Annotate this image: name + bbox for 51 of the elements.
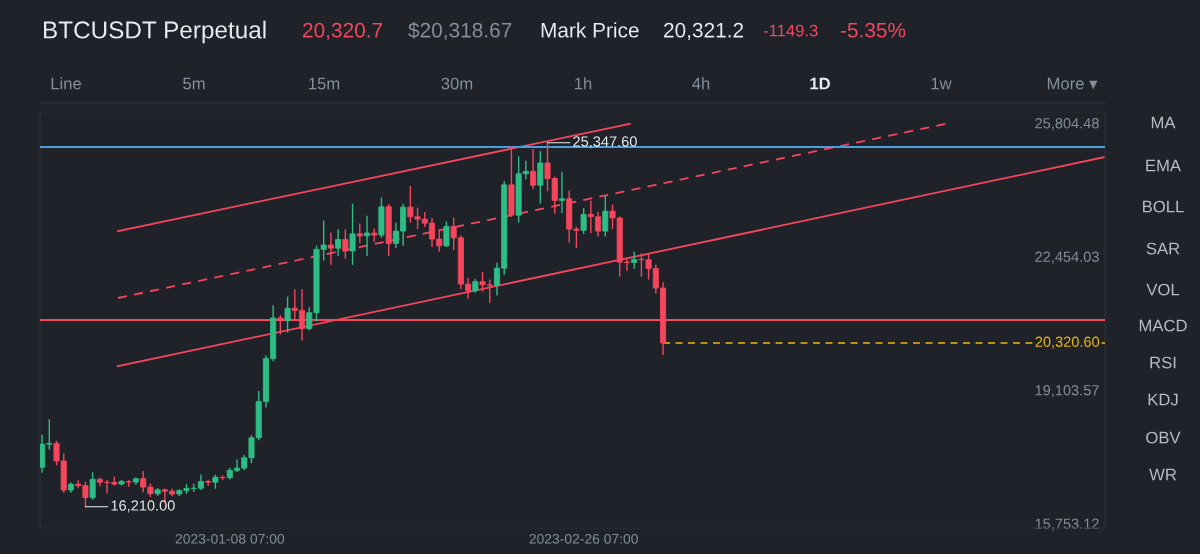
candlestick bbox=[537, 151, 544, 204]
text: VOL bbox=[1146, 283, 1180, 296]
text: MA bbox=[1151, 116, 1176, 129]
candlestick bbox=[342, 229, 349, 259]
text: KDJ bbox=[1148, 393, 1178, 406]
text: 15m bbox=[309, 77, 340, 90]
annotation: 25,347.60 bbox=[573, 136, 637, 149]
candlestick bbox=[335, 229, 342, 257]
candlestick bbox=[364, 215, 371, 257]
text: -5.35% bbox=[840, 22, 906, 38]
candlestick bbox=[349, 203, 356, 265]
candlestick bbox=[284, 296, 291, 333]
text: 1h bbox=[575, 77, 592, 90]
candlestick bbox=[530, 149, 537, 190]
text: 5m bbox=[183, 77, 205, 90]
x-tick-label: 2023-01-08 07:00 bbox=[175, 533, 285, 544]
x-tick-label: 2023-02-26 07:00 bbox=[529, 533, 638, 544]
text: 1w bbox=[931, 77, 952, 90]
text: 20,321.2 bbox=[664, 22, 744, 41]
candlestick bbox=[327, 232, 334, 265]
candlestick bbox=[219, 475, 226, 480]
text: EMA bbox=[1146, 159, 1182, 172]
text: $20,318.67 bbox=[408, 21, 512, 41]
chart-title: BTCUSDT Perpetual bbox=[43, 20, 266, 44]
ref-line-label: 20,320.60 bbox=[1035, 336, 1100, 349]
text: Mark Price bbox=[541, 22, 639, 38]
text: SAR bbox=[1146, 242, 1180, 255]
candlestick bbox=[631, 251, 638, 269]
text: -1149.3 bbox=[763, 24, 818, 37]
y-tick-label: 15,753.12 bbox=[1035, 518, 1099, 531]
annotation: 16,210.00 bbox=[111, 500, 175, 513]
text: 1D bbox=[810, 77, 830, 90]
text: BOLL bbox=[1143, 200, 1184, 213]
text: 30m bbox=[441, 77, 473, 90]
y-tick-label: 22,454.03 bbox=[1035, 251, 1099, 264]
candlestick bbox=[89, 472, 96, 500]
text: Line bbox=[51, 77, 82, 90]
text: More ▾ bbox=[1047, 77, 1098, 90]
text: WR bbox=[1149, 468, 1177, 481]
y-tick-label: 19,103.57 bbox=[1035, 385, 1099, 398]
candlestick bbox=[580, 208, 587, 235]
candlestick bbox=[602, 195, 609, 237]
candlestick bbox=[558, 171, 565, 214]
text: OBV bbox=[1146, 431, 1181, 444]
y-tick-label: 25,804.48 bbox=[1035, 118, 1099, 131]
text: 20,320.7 bbox=[303, 22, 383, 41]
candlestick bbox=[443, 221, 450, 247]
candlestick bbox=[205, 479, 212, 486]
text: RSI bbox=[1150, 356, 1176, 369]
text: MACD bbox=[1139, 319, 1187, 332]
text: 4h bbox=[692, 77, 710, 90]
